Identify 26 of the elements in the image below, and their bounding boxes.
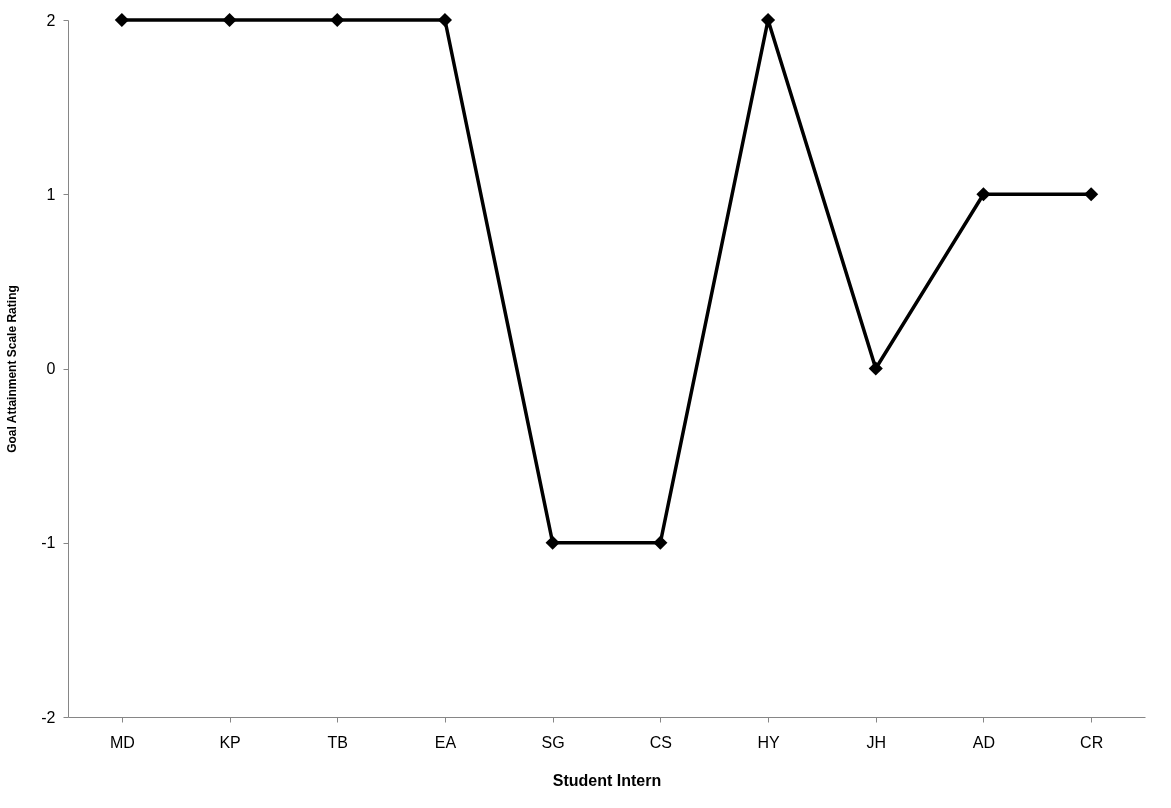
- y-tick-label: 0: [46, 360, 56, 377]
- point: [437, 12, 453, 28]
- x-tick-label: JH: [866, 733, 887, 751]
- x-tick-label: HY: [757, 733, 780, 751]
- x-tick-label: AD: [972, 733, 996, 751]
- point: [653, 535, 668, 550]
- point: [330, 12, 345, 28]
- x-tick-label: TB: [327, 733, 348, 751]
- y-axis-title: Goal Attainment Scale Rating: [5, 285, 20, 453]
- x-tick-label: KP: [219, 733, 241, 751]
- x-tick-label: CR: [1080, 733, 1104, 751]
- point: [976, 187, 991, 202]
- y-tick-label: 1: [46, 185, 56, 203]
- point: [114, 12, 129, 28]
- y-tick-label: -2: [41, 708, 56, 726]
- x-tick-label: EA: [434, 733, 457, 751]
- point: [222, 12, 237, 28]
- y-tick-label: -1: [41, 534, 56, 552]
- x-axis-title: Student Intern: [552, 771, 662, 789]
- point: [868, 361, 883, 376]
- y-tick-label: 2: [46, 11, 56, 29]
- x-tick-label: MD: [109, 733, 135, 751]
- point: [545, 535, 560, 550]
- x-tick-label: CS: [649, 733, 672, 751]
- point: [1084, 187, 1099, 202]
- x-tick-label: SG: [541, 733, 565, 751]
